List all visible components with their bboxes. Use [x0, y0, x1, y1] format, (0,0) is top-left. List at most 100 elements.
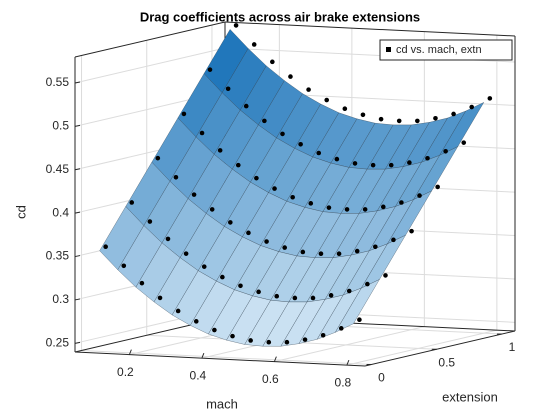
- data-point: [433, 116, 438, 121]
- chart-title: Drag coefficients across air brake exten…: [140, 9, 420, 24]
- data-point: [425, 155, 430, 161]
- data-point: [451, 111, 456, 117]
- data-point: [378, 116, 384, 122]
- tick-mark: [74, 168, 81, 171]
- data-point: [217, 148, 223, 153]
- data-point: [248, 338, 253, 343]
- data-point: [435, 184, 440, 190]
- data-point: [181, 111, 187, 117]
- data-point: [407, 160, 412, 165]
- data-point: [310, 295, 316, 301]
- x-tick-label: 0.6: [262, 372, 279, 386]
- data-point: [199, 130, 205, 136]
- data-point: [121, 263, 127, 269]
- markers: [103, 23, 493, 345]
- data-point: [270, 59, 275, 65]
- data-point: [280, 131, 285, 137]
- grid-line: [274, 326, 425, 363]
- axis-edge: [364, 330, 516, 367]
- data-point: [417, 193, 422, 198]
- data-point: [362, 207, 368, 212]
- data-point: [342, 106, 348, 112]
- legend-marker: [386, 47, 391, 52]
- data-point: [302, 337, 308, 342]
- data-point: [209, 207, 215, 212]
- x-tick-label: 0.2: [117, 365, 134, 379]
- data-point: [338, 326, 344, 331]
- tick-mark: [273, 356, 277, 362]
- data-point: [155, 155, 161, 161]
- data-point: [284, 339, 290, 345]
- z-tick-label: 0.25: [46, 335, 70, 349]
- data-point: [220, 274, 225, 280]
- data-point: [183, 251, 189, 256]
- data-point: [409, 228, 414, 234]
- tick-mark: [346, 359, 350, 366]
- data-point: [461, 140, 467, 145]
- data-point: [274, 293, 280, 299]
- data-point: [380, 204, 386, 210]
- data-point: [298, 142, 303, 147]
- y-tick-label: 1: [509, 340, 516, 354]
- data-point: [201, 264, 207, 269]
- data-point: [228, 220, 233, 225]
- axis-edge: [224, 21, 516, 37]
- data-point: [354, 248, 360, 254]
- data-point: [193, 319, 199, 324]
- legend-box: [379, 39, 513, 61]
- y-tick-label: 0.5: [438, 355, 455, 369]
- z-tick-label: 0.55: [46, 75, 70, 89]
- data-point: [334, 156, 340, 162]
- data-point: [383, 273, 388, 278]
- x-tick-label: 0.8: [335, 375, 352, 389]
- data-point: [300, 249, 306, 255]
- data-point: [306, 87, 311, 92]
- data-point: [173, 174, 179, 180]
- data-point: [388, 162, 394, 168]
- z-tick-label: 0.4: [52, 205, 69, 219]
- data-point: [238, 283, 243, 289]
- z-tick-label: 0.35: [46, 249, 70, 263]
- data-point: [139, 280, 145, 286]
- tick-mark: [74, 211, 81, 214]
- data-point: [251, 42, 257, 47]
- data-point: [487, 96, 493, 101]
- data-point: [165, 236, 171, 242]
- data-point: [357, 317, 362, 322]
- data-point: [288, 74, 293, 79]
- axis-edge: [74, 351, 366, 367]
- data-point: [207, 67, 213, 72]
- z-tick-label: 0.45: [46, 162, 70, 176]
- data-point: [235, 162, 241, 168]
- data-point: [264, 239, 269, 244]
- data-point: [352, 161, 358, 166]
- y-tick-label: 0: [378, 371, 385, 385]
- z-axis-label: cd: [13, 205, 28, 219]
- legend: cd vs. mach, extn: [379, 39, 513, 61]
- data-point: [129, 200, 135, 205]
- data-point: [254, 175, 259, 181]
- data-point: [103, 244, 108, 250]
- grid-line: [74, 47, 226, 84]
- data-point: [391, 237, 396, 243]
- data-point: [469, 104, 475, 110]
- data-point: [282, 245, 287, 250]
- data-point: [308, 201, 314, 206]
- data-point: [262, 118, 267, 124]
- data-point: [443, 149, 448, 154]
- data-point: [212, 327, 217, 333]
- data-point: [324, 97, 330, 103]
- tick-mark: [74, 341, 81, 344]
- data-point: [290, 194, 295, 200]
- data-point: [157, 295, 163, 301]
- tick-mark: [74, 298, 81, 301]
- tick-mark: [74, 124, 81, 127]
- data-point: [344, 207, 350, 212]
- data-point: [396, 118, 402, 124]
- data-point: [225, 86, 231, 92]
- data-point: [370, 162, 376, 168]
- data-point: [336, 251, 342, 256]
- x-tick-label: 0.4: [190, 368, 207, 382]
- tick-mark: [74, 81, 81, 84]
